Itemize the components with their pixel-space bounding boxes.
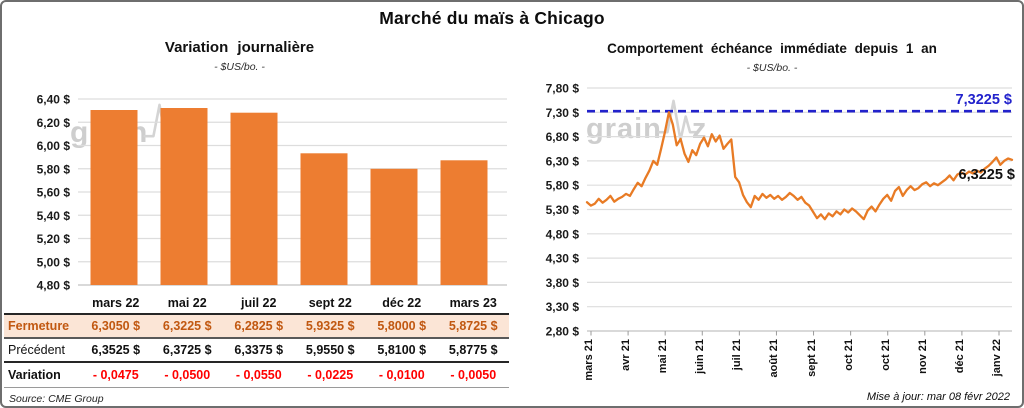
table-cell: 6,2825 $ (223, 315, 295, 339)
x-axis-label: août 21 (768, 339, 781, 378)
line-chart-subtitle: - $US/bo. - (746, 62, 798, 74)
table-cell: 5,8100 $ (366, 339, 438, 363)
bar-mars-22 (90, 110, 138, 285)
x-axis-label: mai 21 (657, 339, 670, 374)
y-axis-tick-label: 5,20 $ (37, 232, 71, 246)
y-axis-tick-label: 3,30 $ (546, 300, 580, 314)
one-year-price-line-chart: 7,80 $ 7,30 $ 6,80 $ 6,30 $ 5,80 $ 5,30 $ 4,80… (546, 82, 1015, 339)
x-axis-label: juin 21 (694, 339, 707, 374)
table-corner (4, 292, 80, 315)
daily-variation-bar-chart: 6,40 $ 6,20 $ 6,00 $ 5,80 $ 5,60 $ 5,40 $ 5,20… (37, 93, 507, 293)
column-header: sept 22 (294, 292, 366, 315)
line-chart-title: Comportement échéance immédiate depuis 1… (607, 41, 937, 56)
column-header: juil 22 (223, 292, 295, 315)
x-axis-label: juil 21 (731, 339, 744, 371)
y-axis-tick-label: 5,30 $ (546, 203, 580, 217)
price-table: mars 22 mai 22 juil 22 sept 22 déc 22 ma… (4, 292, 509, 388)
x-axis-label: mars 21 (583, 339, 595, 381)
table-cell: 5,8000 $ (366, 315, 438, 339)
x-axis-label: janv 22 (990, 339, 1003, 377)
x-axis-label: oct 21 (842, 339, 855, 371)
y-axis-tick-label: 6,30 $ (546, 154, 580, 168)
y-axis-tick-label: 5,00 $ (37, 255, 71, 269)
x-axis-label: avr 21 (620, 339, 633, 371)
page-title: Marché du maïs à Chicago (379, 8, 605, 28)
table-cell: - 0,0550 (223, 363, 295, 388)
y-axis-tick-label: 5,60 $ (37, 186, 71, 200)
table-cell: 5,9550 $ (294, 339, 366, 363)
y-axis-tick-label: 4,80 $ (37, 279, 71, 293)
bar-déc-22 (370, 168, 418, 285)
reference-line-label: 7,3225 $ (956, 92, 1012, 108)
column-header: déc 22 (366, 292, 438, 315)
x-axis-label: sept 21 (805, 339, 818, 377)
column-header: mars 23 (437, 292, 509, 315)
price-line (585, 111, 1014, 221)
source-note: Source: CME Group (9, 393, 104, 405)
column-header: mars 22 (80, 292, 152, 315)
bar-juil-22 (230, 112, 278, 285)
y-axis-tick-label: 5,80 $ (546, 179, 580, 193)
x-axis-label: oct 21 (879, 339, 892, 371)
y-axis-tick-label: 4,30 $ (546, 252, 580, 266)
watermark-text: grain (586, 113, 662, 145)
y-axis-tick-label: 6,80 $ (546, 130, 580, 144)
bar-chart-title: Variation journalière (164, 39, 315, 56)
y-axis-tick-label: 6,40 $ (37, 93, 71, 107)
y-axis-tick-label: 4,80 $ (546, 227, 580, 241)
table-cell: - 0,0500 (151, 363, 223, 388)
table-cell: 6,3050 $ (80, 315, 152, 339)
last-price-label: 6,3225 $ (959, 167, 1015, 183)
y-axis-tick-label: 7,80 $ (546, 82, 580, 96)
x-axis-label: nov 21 (916, 339, 929, 374)
table-cell: - 0,0100 (366, 363, 438, 388)
table-cell: 6,3725 $ (151, 339, 223, 363)
table-cell: 6,3225 $ (151, 315, 223, 339)
updated-note: Mise à jour: mar 08 févr 2022 (866, 391, 1010, 403)
row-label-variation: Variation (4, 363, 80, 388)
y-axis-tick-label: 6,00 $ (37, 139, 71, 153)
column-header: mai 22 (151, 292, 223, 315)
bar-mai-22 (160, 108, 208, 285)
table-cell: - 0,0050 (437, 363, 509, 388)
table-cell: 5,8725 $ (437, 315, 509, 339)
table-cell: - 0,0225 (294, 363, 366, 388)
bar-sept-22 (300, 153, 348, 285)
y-axis-tick-label: 5,40 $ (37, 209, 71, 223)
y-axis-tick-label: 7,30 $ (546, 106, 580, 120)
y-axis-tick-label: 5,80 $ (37, 162, 71, 176)
y-axis-tick-label: 6,20 $ (37, 116, 71, 130)
table-cell: 6,3525 $ (80, 339, 152, 363)
y-axis-tick-label: 3,80 $ (546, 276, 580, 290)
y-axis-tick-label: 2,80 $ (546, 325, 580, 339)
bar-chart-subtitle: - $US/bo. - (214, 61, 265, 73)
table-cell: 6,3375 $ (223, 339, 295, 363)
row-label-precedent: Précédent (4, 339, 80, 363)
table-cell: - 0,0475 (80, 363, 152, 388)
row-label-fermeture: Fermeture (4, 315, 80, 339)
x-axis-label: déc 21 (953, 339, 966, 374)
bar-mars-23 (440, 160, 488, 285)
table-cell: 5,8775 $ (437, 339, 509, 363)
table-cell: 5,9325 $ (294, 315, 366, 339)
